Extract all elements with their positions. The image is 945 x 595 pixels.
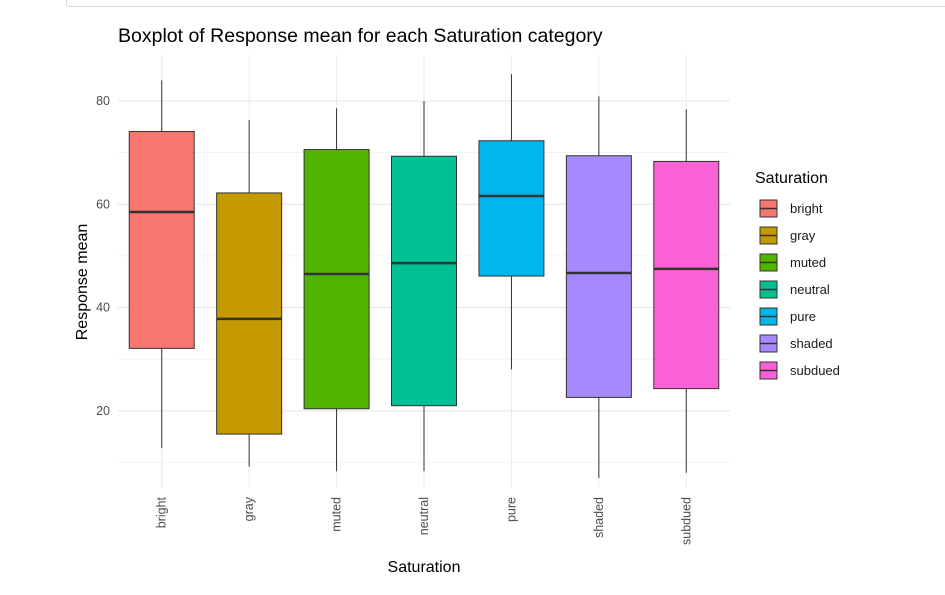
y-tick-label: 80 <box>96 94 110 108</box>
box-body <box>128 130 195 349</box>
legend-item-shaded: shaded <box>759 334 833 353</box>
x-tick-label: muted <box>330 497 344 532</box>
legend-label: shaded <box>790 336 833 351</box>
box-body <box>303 149 370 410</box>
x-tick-label: shaded <box>592 497 606 538</box>
y-tick-labels: 20 40 60 80 <box>96 94 110 418</box>
legend-items: bright gray muted neutral pure shaded subdued <box>759 199 840 380</box>
x-tick-label: subdued <box>679 497 693 545</box>
legend-label: neutral <box>790 282 830 297</box>
legend-item-neutral: neutral <box>759 280 830 299</box>
legend-label: subdued <box>790 363 840 378</box>
legend-item-pure: pure <box>759 307 816 326</box>
x-tick-label: bright <box>155 496 169 528</box>
chart-title: Boxplot of Response mean for each Satura… <box>118 25 603 47</box>
box-gray <box>216 120 283 467</box>
window-frame-edge <box>66 0 945 7</box>
x-tick-labels: bright gray muted neutral pure shaded subdued <box>155 496 694 545</box>
x-tick-label: neutral <box>417 497 431 535</box>
legend-item-subdued: subdued <box>759 361 840 380</box>
legend-label: pure <box>790 309 816 324</box>
box-pure <box>478 74 545 370</box>
box-neutral <box>391 101 457 472</box>
box-body <box>565 155 632 398</box>
y-tick-label: 60 <box>96 197 110 211</box>
box-shaded <box>565 96 632 478</box>
y-axis-title: Response mean <box>74 224 91 341</box>
box-muted <box>303 108 370 472</box>
x-tick-label: gray <box>242 496 256 521</box>
y-tick-label: 40 <box>96 301 110 315</box>
legend: Saturation bright gray muted neutral pure sha… <box>755 170 840 380</box>
legend-label: bright <box>790 201 823 216</box>
legend-title: Saturation <box>755 170 828 187</box>
legend-label: muted <box>790 255 826 270</box>
x-tick-label: pure <box>504 497 518 522</box>
box-body <box>478 140 545 277</box>
legend-item-muted: muted <box>759 253 826 272</box>
legend-item-bright: bright <box>759 199 823 218</box>
legend-label: gray <box>790 228 816 243</box>
y-tick-label: 20 <box>96 404 110 418</box>
box-body <box>216 192 283 435</box>
x-axis-title: Saturation <box>388 559 461 576</box>
box-body <box>391 155 457 407</box>
legend-item-gray: gray <box>759 226 816 245</box>
box-subdued <box>653 109 720 473</box>
box-bright <box>128 80 195 449</box>
box-body <box>653 160 720 390</box>
box-series <box>128 74 720 478</box>
